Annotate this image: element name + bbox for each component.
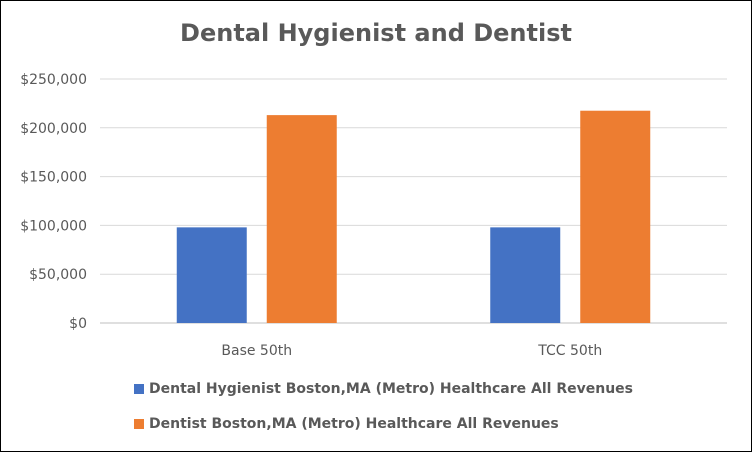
y-tick-label: $250,000 bbox=[20, 72, 87, 88]
legend-label-series-2: Dentist Boston,MA (Metro) Healthcare All… bbox=[149, 416, 559, 432]
legend: Dental Hygienist Boston,MA (Metro) Healt… bbox=[134, 378, 633, 448]
bars bbox=[176, 110, 651, 323]
y-tick-label: $50,000 bbox=[29, 267, 87, 283]
y-axis-tick-labels: $0 $50,000 $100,000 $150,000 $200,000 $250,00… bbox=[20, 72, 87, 332]
bar-series-1-1 bbox=[176, 227, 247, 323]
chart-title: Dental Hygienist and Dentist bbox=[180, 19, 572, 47]
legend-swatch-series-1 bbox=[134, 384, 144, 394]
x-tick-label: Base 50th bbox=[221, 343, 292, 359]
y-tick-label: $0 bbox=[69, 316, 87, 332]
legend-label-series-1: Dental Hygienist Boston,MA (Metro) Healt… bbox=[149, 381, 633, 397]
bar-series-1-2 bbox=[490, 227, 561, 323]
y-tick-label: $100,000 bbox=[20, 218, 87, 234]
y-tick-label: $150,000 bbox=[20, 170, 87, 186]
y-tick-label: $200,000 bbox=[20, 121, 87, 137]
legend-item-series-1: Dental Hygienist Boston,MA (Metro) Healt… bbox=[134, 378, 633, 400]
bar-series-2-2 bbox=[580, 110, 651, 323]
bar-series-2-1 bbox=[266, 115, 337, 323]
legend-item-series-2: Dentist Boston,MA (Metro) Healthcare All… bbox=[134, 413, 633, 435]
x-axis-tick-labels: Base 50th TCC 50th bbox=[221, 343, 602, 359]
x-tick-label: TCC 50th bbox=[537, 343, 602, 359]
legend-swatch-series-2 bbox=[134, 419, 144, 429]
